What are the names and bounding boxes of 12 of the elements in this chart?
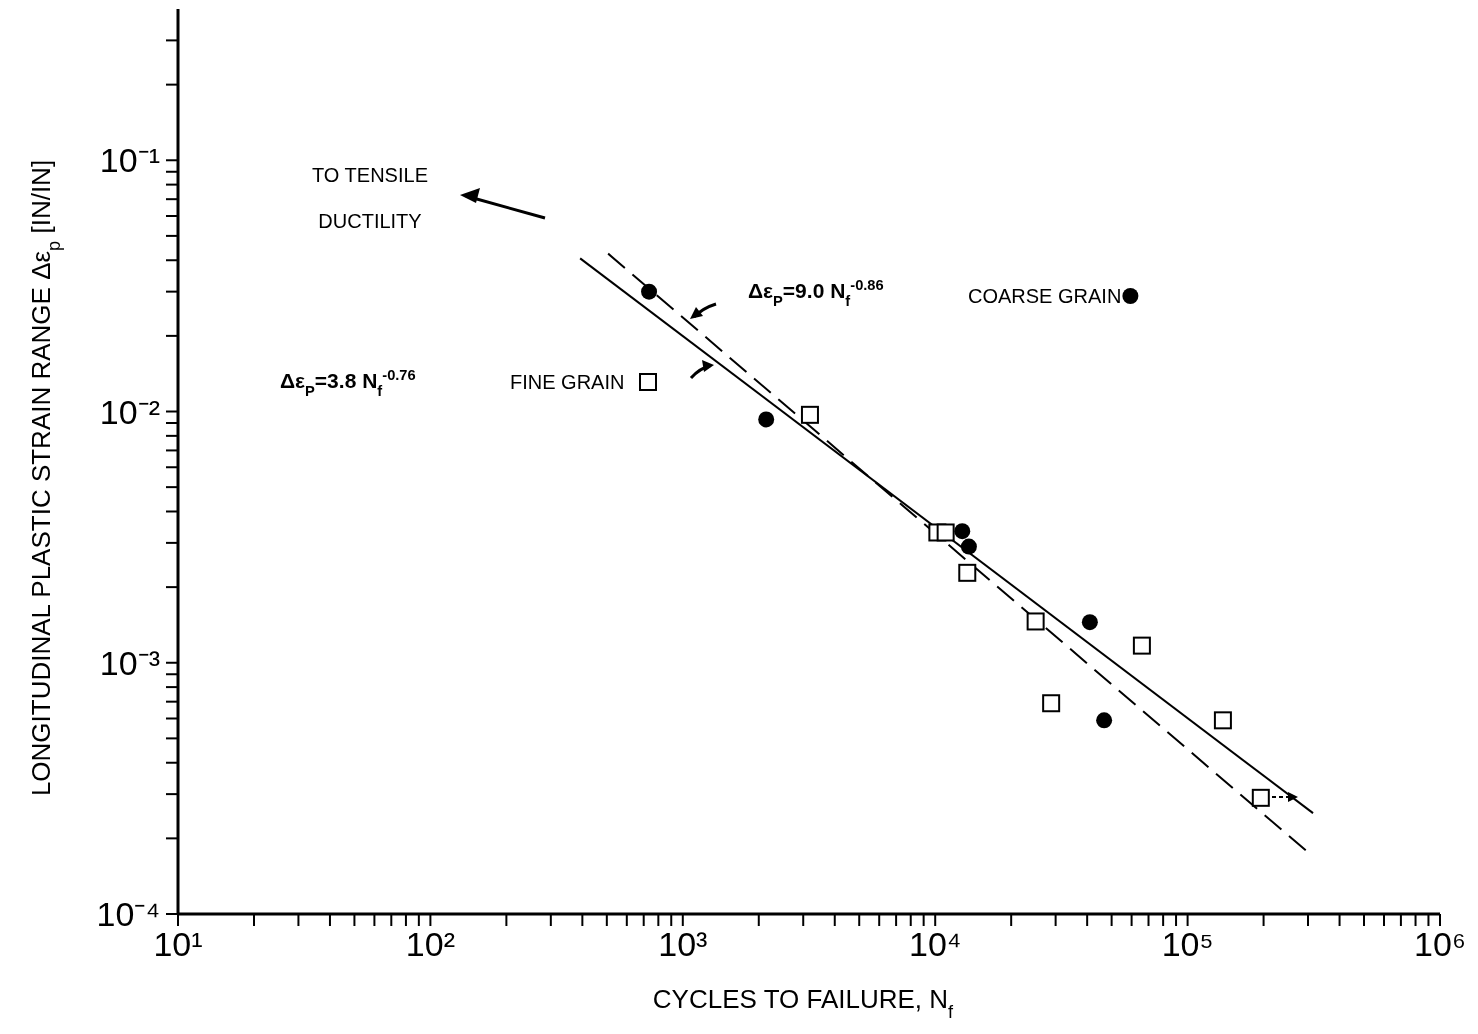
x-axis-title: CYCLES TO FAILURE, N$_{f}$ [652,984,955,1022]
x-tick-label: 10⁶ [1414,925,1466,964]
y-tick-label: 10⁻¹ [99,141,160,180]
x-tick-label: 10⁴ [908,925,962,964]
x-tick-label: 10⁵ [1161,925,1214,964]
legend-label: COARSE GRAIN [968,285,1122,307]
y-tick-label: 10⁻³ [99,643,160,682]
text: TO TENSILE DUCTILITY [312,164,428,232]
y-tick-label: 10⁻² [99,392,160,431]
x-tick-label: 10² [405,925,455,964]
legend-label: FINE GRAIN [510,371,625,393]
x-tick-label: 10³ [658,925,708,964]
